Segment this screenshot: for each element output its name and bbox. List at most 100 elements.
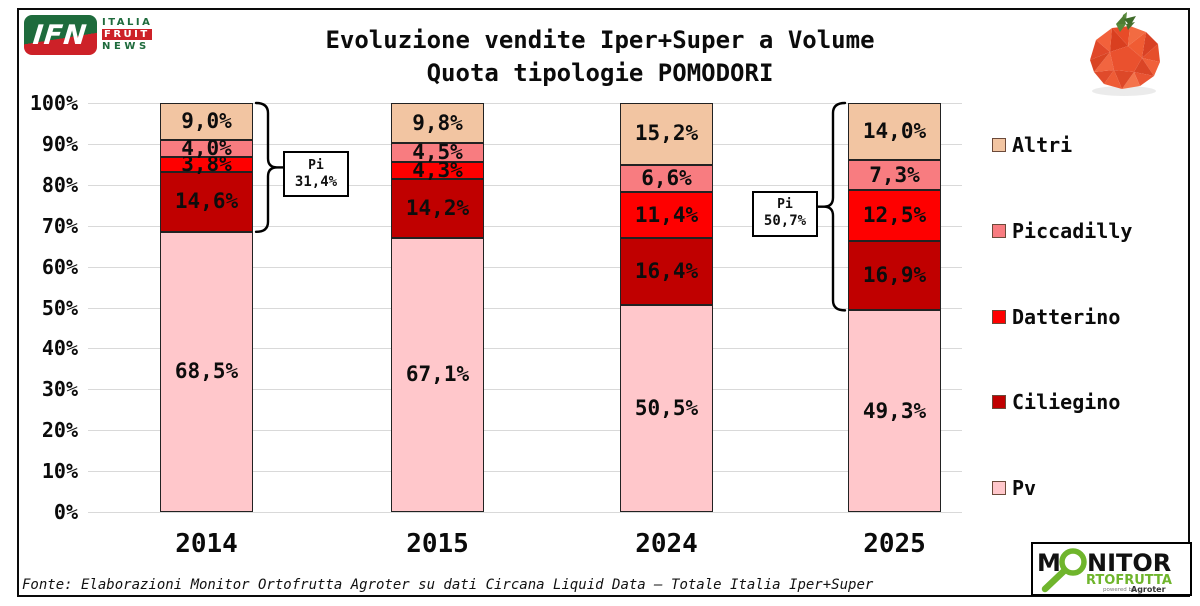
y-axis-tick-label: 90%	[41, 131, 78, 156]
y-axis-tick-label: 50%	[41, 295, 78, 320]
monitor-ortofrutta-logo: M NITOR RTOFRUTTA powered by Agroter	[1031, 542, 1192, 596]
bar-segment-datterino-2014: 3,8%	[160, 151, 253, 176]
gridline-0	[88, 512, 962, 513]
y-axis-tick-label: 100%	[29, 91, 78, 115]
x-axis-label-2024: 2024	[635, 529, 698, 559]
monitor-logo-rtofrutta: RTOFRUTTA	[1086, 573, 1172, 588]
x-axis-label-2015: 2015	[406, 529, 469, 559]
y-axis-tick-label: 0%	[53, 500, 78, 524]
bar-segment-pv-2024: 50,5%	[620, 305, 713, 512]
legend-item-altri: Altri	[992, 133, 1072, 157]
gridline-50	[88, 307, 962, 309]
bar-segment-label: 14,2%	[405, 196, 470, 220]
bar-segment-pv-2014: 68,5%	[160, 231, 253, 512]
bar-segment-ciliegino-2015: 14,2%	[391, 179, 484, 238]
annotation-box-2025: Pi 50,7%	[752, 190, 818, 237]
source-note: Fonte: Elaborazioni Monitor Ortofrutta A…	[22, 577, 874, 593]
bar-segment-label: 4,5%	[412, 140, 463, 165]
bar-segment-label: 12,5%	[862, 203, 927, 228]
ifn-logo-news: NEWS	[102, 41, 150, 52]
bar-segment-datterino-2025: 12,5%	[848, 190, 941, 242]
monitor-logo-nitor: NITOR	[1087, 549, 1171, 577]
monitor-logo-m: M	[1037, 549, 1061, 577]
bar-segment-label: 6,6%	[641, 165, 692, 190]
ifn-logo-badge: IFN	[24, 15, 97, 55]
x-axis-label-2025: 2025	[863, 529, 926, 559]
y-axis-tick-label: 30%	[41, 377, 78, 402]
annotation-value: 31,4%	[294, 173, 338, 190]
bar-segment-label: 16,9%	[862, 263, 927, 288]
annotation-value: 50,7%	[763, 213, 807, 230]
bar-segment-label: 11,4%	[634, 202, 699, 227]
bar-segment-label: 3,8%	[181, 151, 232, 176]
annotation-box-2014: Pi 31,4%	[283, 151, 349, 198]
magnifier-handle-icon	[1041, 567, 1068, 593]
bar-segment-label: 4,3%	[412, 158, 463, 183]
ifn-logo: IFN ITALIA FRUIT NEWS	[24, 15, 152, 55]
legend-label: Pv	[1012, 476, 1037, 501]
bar-segment-piccadilly-2015: 4,5%	[391, 140, 484, 165]
legend-swatch-piccadilly	[992, 223, 1006, 238]
gridline-20	[88, 430, 962, 432]
bar-segment-altri-2014: 9,0%	[160, 103, 253, 141]
y-axis-tick-label: 40%	[41, 336, 78, 361]
ifn-logo-fruit: FRUIT	[102, 29, 152, 40]
bar-segment-piccadilly-2025: 7,3%	[848, 160, 941, 191]
bar-segment-label: 4,0%	[181, 135, 232, 160]
bracket-2014	[254, 101, 278, 234]
gridline-70	[88, 225, 962, 227]
bar-segment-ciliegino-2024: 16,4%	[620, 238, 713, 306]
gridline-90	[88, 143, 962, 145]
legend-swatch-altri	[992, 138, 1006, 152]
bar-segment-altri-2024: 15,2%	[620, 102, 713, 165]
ifn-logo-wordmark: ITALIA FRUIT NEWS	[102, 15, 152, 52]
bar-segment-piccadilly-2024: 6,6%	[620, 164, 713, 192]
gridline-30	[88, 389, 962, 391]
gridline-80	[88, 184, 962, 186]
legend-item-ciliegino: Ciliegino	[992, 390, 1120, 414]
legend-item-piccadilly: Piccadilly	[992, 219, 1132, 243]
monitor-logo-powered-by: powered by	[1103, 587, 1136, 593]
monitor-logo-agroter: Agroter	[1131, 585, 1166, 594]
bar-segment-label: 7,3%	[869, 162, 920, 187]
legend-item-pv: Pv	[992, 476, 1036, 500]
page-title-line1: Evoluzione vendite Iper+Super a Volume	[325, 26, 875, 54]
legend-label: Ciliegino	[1012, 390, 1121, 415]
legend-label: Altri	[1012, 133, 1073, 157]
bar-segment-label: 49,3%	[862, 398, 927, 423]
y-axis-tick-label: 80%	[41, 172, 78, 197]
y-axis-tick-label: 70%	[41, 213, 78, 238]
ifn-logo-italia: ITALIA	[102, 17, 153, 28]
bar-segment-label: 9,0%	[181, 109, 232, 134]
magnifier-icon	[1059, 548, 1087, 576]
legend-swatch-pv	[992, 481, 1006, 496]
legend-swatch-ciliegino	[992, 395, 1006, 410]
bar-segment-pv-2015: 67,1%	[391, 237, 484, 512]
bar-segment-label: 15,2%	[634, 121, 699, 146]
bar-segment-label: 16,4%	[634, 259, 699, 284]
legend-item-datterino: Datterino	[992, 305, 1120, 329]
y-axis-tick-label: 20%	[41, 418, 78, 443]
bar-segment-label: 9,8%	[412, 110, 463, 135]
annotation-label: Pi	[308, 157, 324, 173]
bar-segment-label: 68,5%	[174, 359, 239, 384]
tomato-image	[1090, 12, 1160, 96]
bar-segment-ciliegino-2014: 14,6%	[160, 172, 253, 232]
bar-segment-label: 67,1%	[405, 362, 470, 387]
y-axis-tick-label: 60%	[41, 254, 78, 279]
page-title-line2: Quota tipologie POMODORI	[426, 59, 774, 87]
bar-segment-altri-2015: 9,8%	[391, 103, 484, 144]
slide-border	[17, 8, 1190, 597]
gridline-60	[88, 266, 962, 268]
bar-segment-datterino-2024: 11,4%	[620, 191, 713, 239]
annotation-label: Pi	[777, 197, 793, 213]
bar-segment-ciliegino-2025: 16,9%	[848, 241, 941, 311]
bar-segment-label: 14,6%	[174, 189, 239, 214]
bar-segment-altri-2025: 14,0%	[848, 103, 941, 161]
y-axis-tick-label: 10%	[41, 459, 78, 484]
bracket-2025	[823, 101, 847, 312]
gridline-10	[88, 471, 962, 473]
legend-swatch-datterino	[992, 309, 1006, 324]
bar-segment-label: 50,5%	[634, 396, 699, 421]
